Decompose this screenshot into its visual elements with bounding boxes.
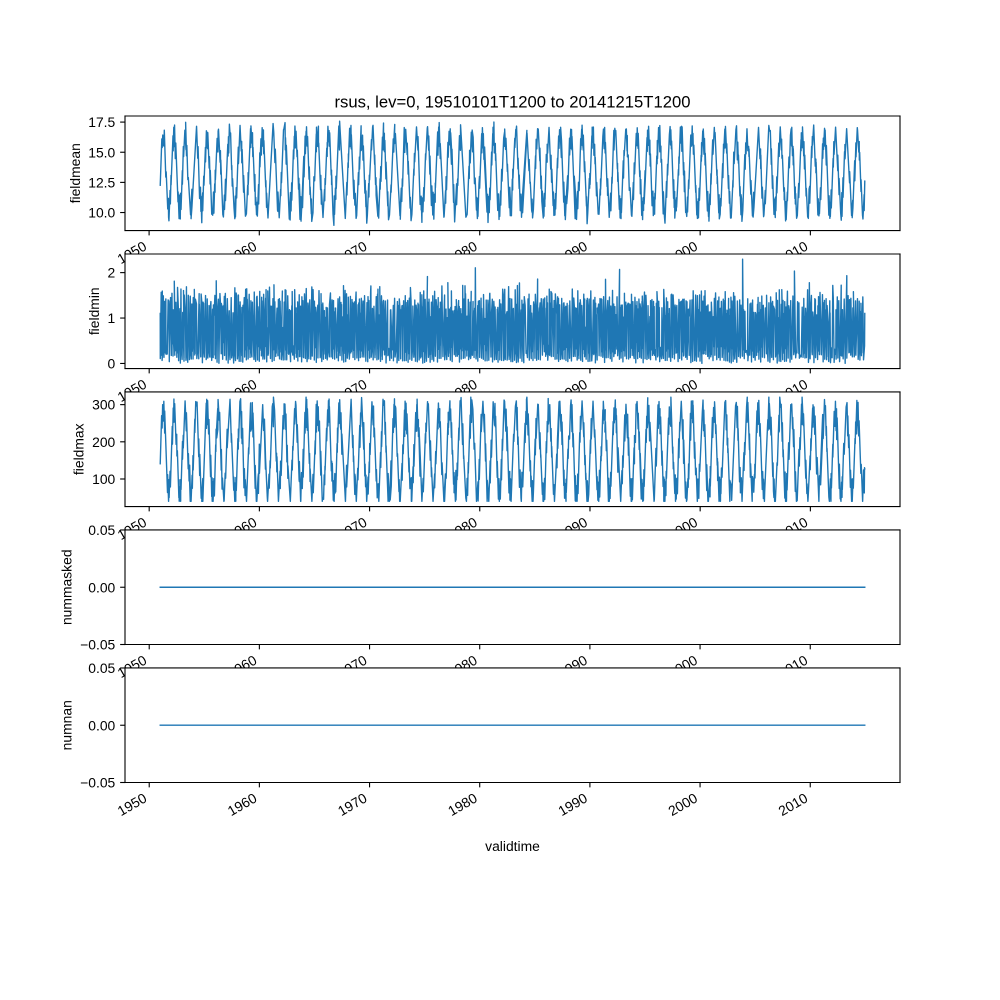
svg-text:2: 2: [108, 265, 116, 281]
svg-text:1: 1: [108, 310, 116, 326]
svg-text:−0.05: −0.05: [80, 637, 115, 653]
svg-text:numnan: numnan: [59, 700, 75, 750]
svg-text:validtime: validtime: [485, 838, 540, 854]
svg-text:fieldmean: fieldmean: [67, 143, 83, 203]
svg-text:12.5: 12.5: [88, 174, 115, 190]
svg-text:rsus, lev=0, 19510101T1200 to: rsus, lev=0, 19510101T1200 to 20141215T1…: [334, 93, 690, 112]
svg-text:300: 300: [92, 397, 115, 413]
svg-text:0.00: 0.00: [88, 717, 115, 733]
svg-text:0.00: 0.00: [88, 579, 115, 595]
svg-text:fieldmin: fieldmin: [86, 287, 102, 335]
svg-text:−0.05: −0.05: [80, 775, 115, 791]
svg-text:0: 0: [108, 355, 116, 371]
svg-text:200: 200: [92, 434, 115, 450]
svg-text:fieldmax: fieldmax: [71, 423, 87, 475]
svg-text:0.05: 0.05: [88, 522, 115, 538]
svg-text:nummasked: nummasked: [59, 549, 75, 625]
svg-text:10.0: 10.0: [88, 205, 115, 221]
svg-text:100: 100: [92, 471, 115, 487]
svg-text:17.5: 17.5: [88, 114, 115, 130]
svg-text:15.0: 15.0: [88, 144, 115, 160]
svg-text:0.05: 0.05: [88, 660, 115, 676]
